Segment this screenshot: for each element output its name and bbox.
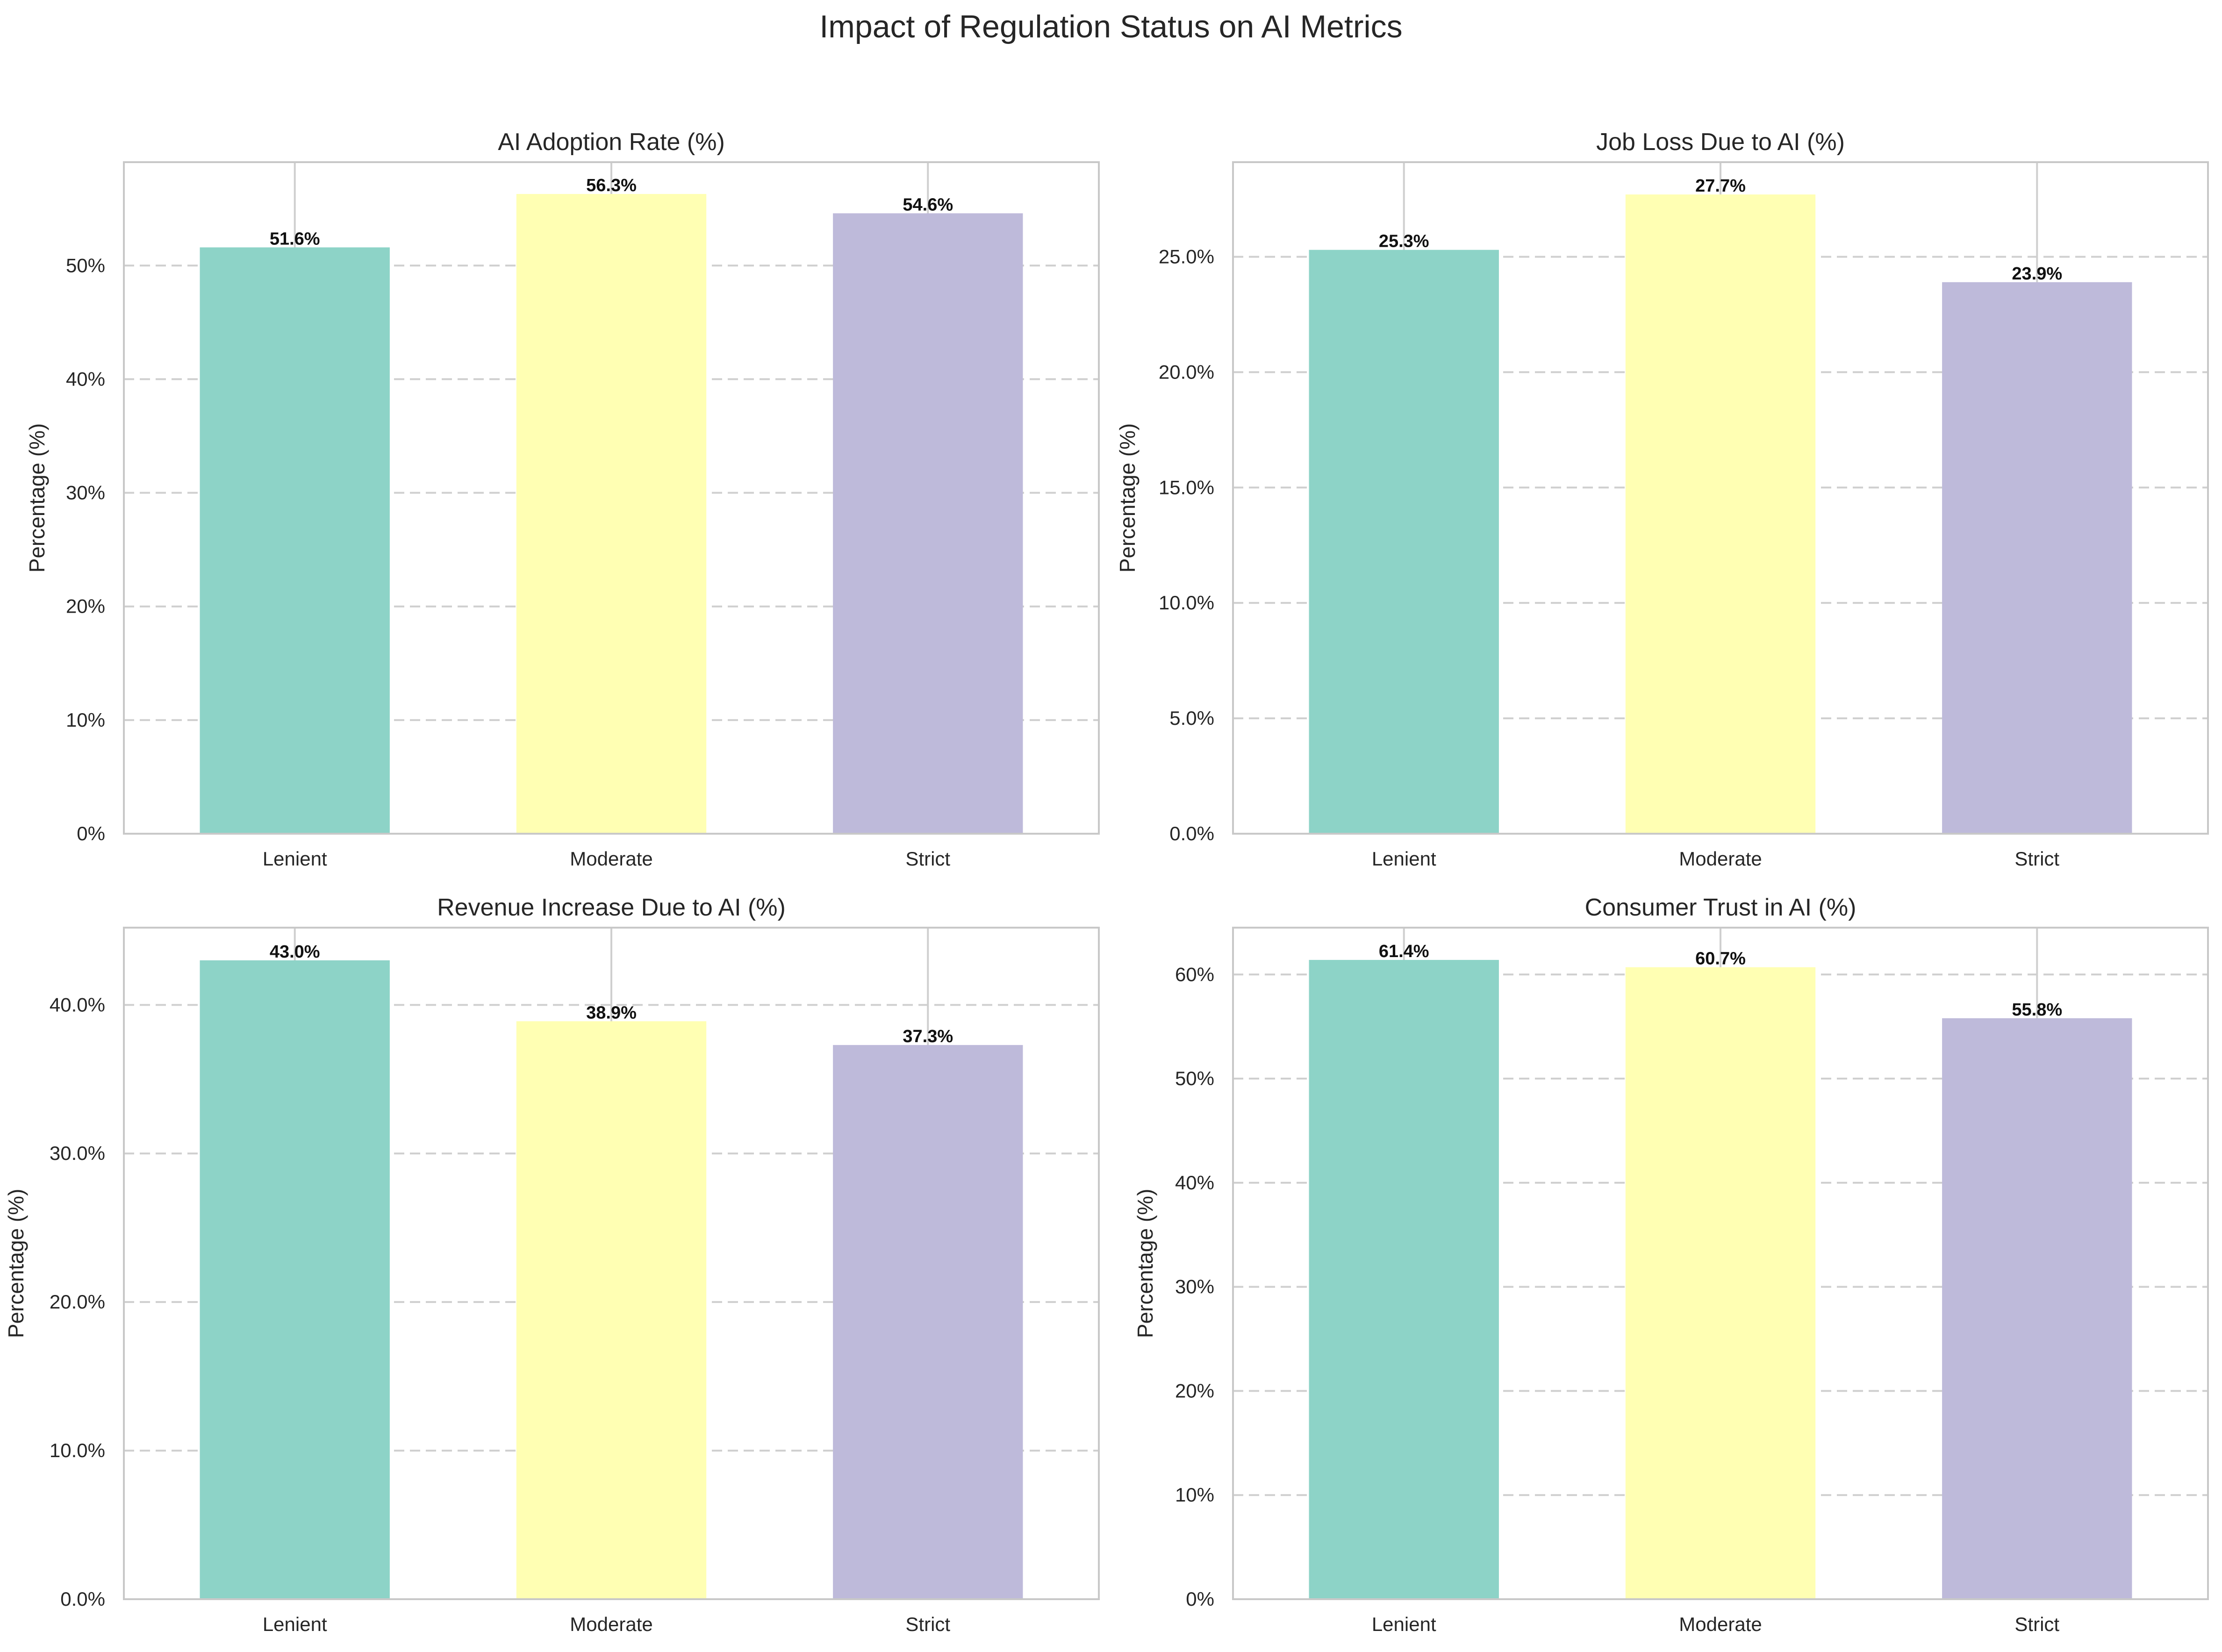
- y-tick-label: 5.0%: [1169, 707, 1214, 729]
- subplot-title: AI Adoption Rate (%): [498, 129, 725, 156]
- x-tick-label: Strict: [905, 848, 950, 870]
- bar-lenient: [200, 960, 390, 1599]
- y-tick-label: 20%: [1175, 1380, 1214, 1402]
- data-label-lenient: 51.6%: [270, 229, 320, 249]
- bar-lenient: [200, 247, 390, 834]
- subplot-title: Revenue Increase Due to AI (%): [437, 894, 786, 921]
- plot-frame: [123, 161, 1100, 835]
- y-tick-label: 50%: [1175, 1067, 1214, 1089]
- y-tick-label: 30%: [66, 482, 105, 504]
- data-label-strict: 37.3%: [903, 1027, 953, 1046]
- y-axis-label: Percentage (%): [4, 1189, 28, 1338]
- plot-frame: [1232, 161, 2209, 835]
- y-tick-label: 40.0%: [50, 994, 105, 1016]
- data-label-strict: 23.9%: [2012, 264, 2062, 284]
- bar-lenient: [1309, 250, 1499, 834]
- data-label-moderate: 60.7%: [1695, 949, 1746, 969]
- x-tick-label: Lenient: [263, 848, 327, 870]
- x-tick-label: Lenient: [1372, 848, 1436, 870]
- x-tick-label: Lenient: [263, 1613, 327, 1635]
- chart-panel-3: 43.0% 38.9% 37.3% 0.0% 10.0% 20.0% 30.0% 40.0% L…: [4, 894, 1100, 1635]
- data-label-strict: 54.6%: [903, 195, 953, 215]
- y-tick-label: 0.0%: [60, 1588, 105, 1610]
- y-tick-label: 0%: [1186, 1588, 1214, 1610]
- x-tick-label: Lenient: [1372, 1613, 1436, 1635]
- plot-frame: [123, 927, 1100, 1600]
- bar-lenient: [1309, 960, 1499, 1599]
- y-tick-label: 40%: [1175, 1172, 1214, 1194]
- data-label-strict: 55.8%: [2012, 1000, 2062, 1020]
- x-tick-label: Moderate: [1679, 848, 1762, 870]
- x-tick-label: Moderate: [570, 1613, 652, 1635]
- y-axis-label: Percentage (%): [1133, 1189, 1157, 1338]
- bar-strict: [1942, 1018, 2132, 1599]
- x-tick-label: Strict: [905, 1613, 950, 1635]
- y-tick-label: 25.0%: [1159, 245, 1214, 267]
- plot-frame: [1232, 927, 2209, 1600]
- bar-strict: [833, 213, 1023, 834]
- chart-panel-1: 51.6% 56.3% 54.6% 0% 10% 20% 30% 40% 50% Lenient M…: [25, 129, 1100, 870]
- y-tick-label: 15.0%: [1159, 476, 1214, 498]
- x-tick-label: Strict: [2014, 1613, 2059, 1635]
- chart-panel-2: 25.3% 27.7% 23.9% 0.0% 5.0% 10.0% 15.0% 20.0% 25…: [1115, 129, 2209, 870]
- y-tick-label: 60%: [1175, 963, 1214, 985]
- data-label-moderate: 27.7%: [1695, 176, 1746, 196]
- data-label-lenient: 61.4%: [1379, 942, 1429, 961]
- y-tick-label: 10.0%: [1159, 592, 1214, 614]
- y-tick-label: 0.0%: [1169, 822, 1214, 844]
- x-tick-label: Moderate: [570, 848, 652, 870]
- x-tick-label: Strict: [2014, 848, 2059, 870]
- y-tick-label: 30%: [1175, 1276, 1214, 1298]
- chart-panel-4: 61.4% 60.7% 55.8% 0% 10% 20% 30% 40% 50% 60% Lenie…: [1133, 894, 2209, 1635]
- bar-moderate: [516, 194, 707, 834]
- y-tick-label: 10%: [66, 709, 105, 731]
- y-axis-label: Percentage (%): [25, 423, 49, 573]
- y-tick-label: 50%: [66, 254, 105, 276]
- data-label-lenient: 25.3%: [1379, 232, 1429, 251]
- y-tick-label: 20%: [66, 595, 105, 617]
- figure-title: Impact of Regulation Status on AI Metric…: [819, 9, 1403, 44]
- bar-strict: [833, 1045, 1023, 1599]
- y-tick-label: 20.0%: [1159, 361, 1214, 383]
- bar-strict: [1942, 282, 2132, 834]
- bar-moderate: [1625, 194, 1816, 834]
- y-tick-label: 10.0%: [50, 1439, 105, 1461]
- data-label-moderate: 38.9%: [586, 1003, 637, 1023]
- bar-moderate: [516, 1021, 707, 1599]
- y-tick-label: 30.0%: [50, 1142, 105, 1164]
- x-tick-label: Moderate: [1679, 1613, 1762, 1635]
- y-tick-label: 10%: [1175, 1484, 1214, 1506]
- y-tick-label: 40%: [66, 368, 105, 390]
- y-tick-label: 0%: [77, 822, 105, 844]
- data-label-moderate: 56.3%: [586, 176, 637, 195]
- subplot-title: Job Loss Due to AI (%): [1596, 129, 1845, 156]
- y-tick-label: 20.0%: [50, 1291, 105, 1313]
- y-axis-label: Percentage (%): [1115, 423, 1140, 573]
- data-label-lenient: 43.0%: [270, 942, 320, 962]
- bar-moderate: [1625, 967, 1816, 1599]
- subplot-title: Consumer Trust in AI (%): [1585, 894, 1856, 921]
